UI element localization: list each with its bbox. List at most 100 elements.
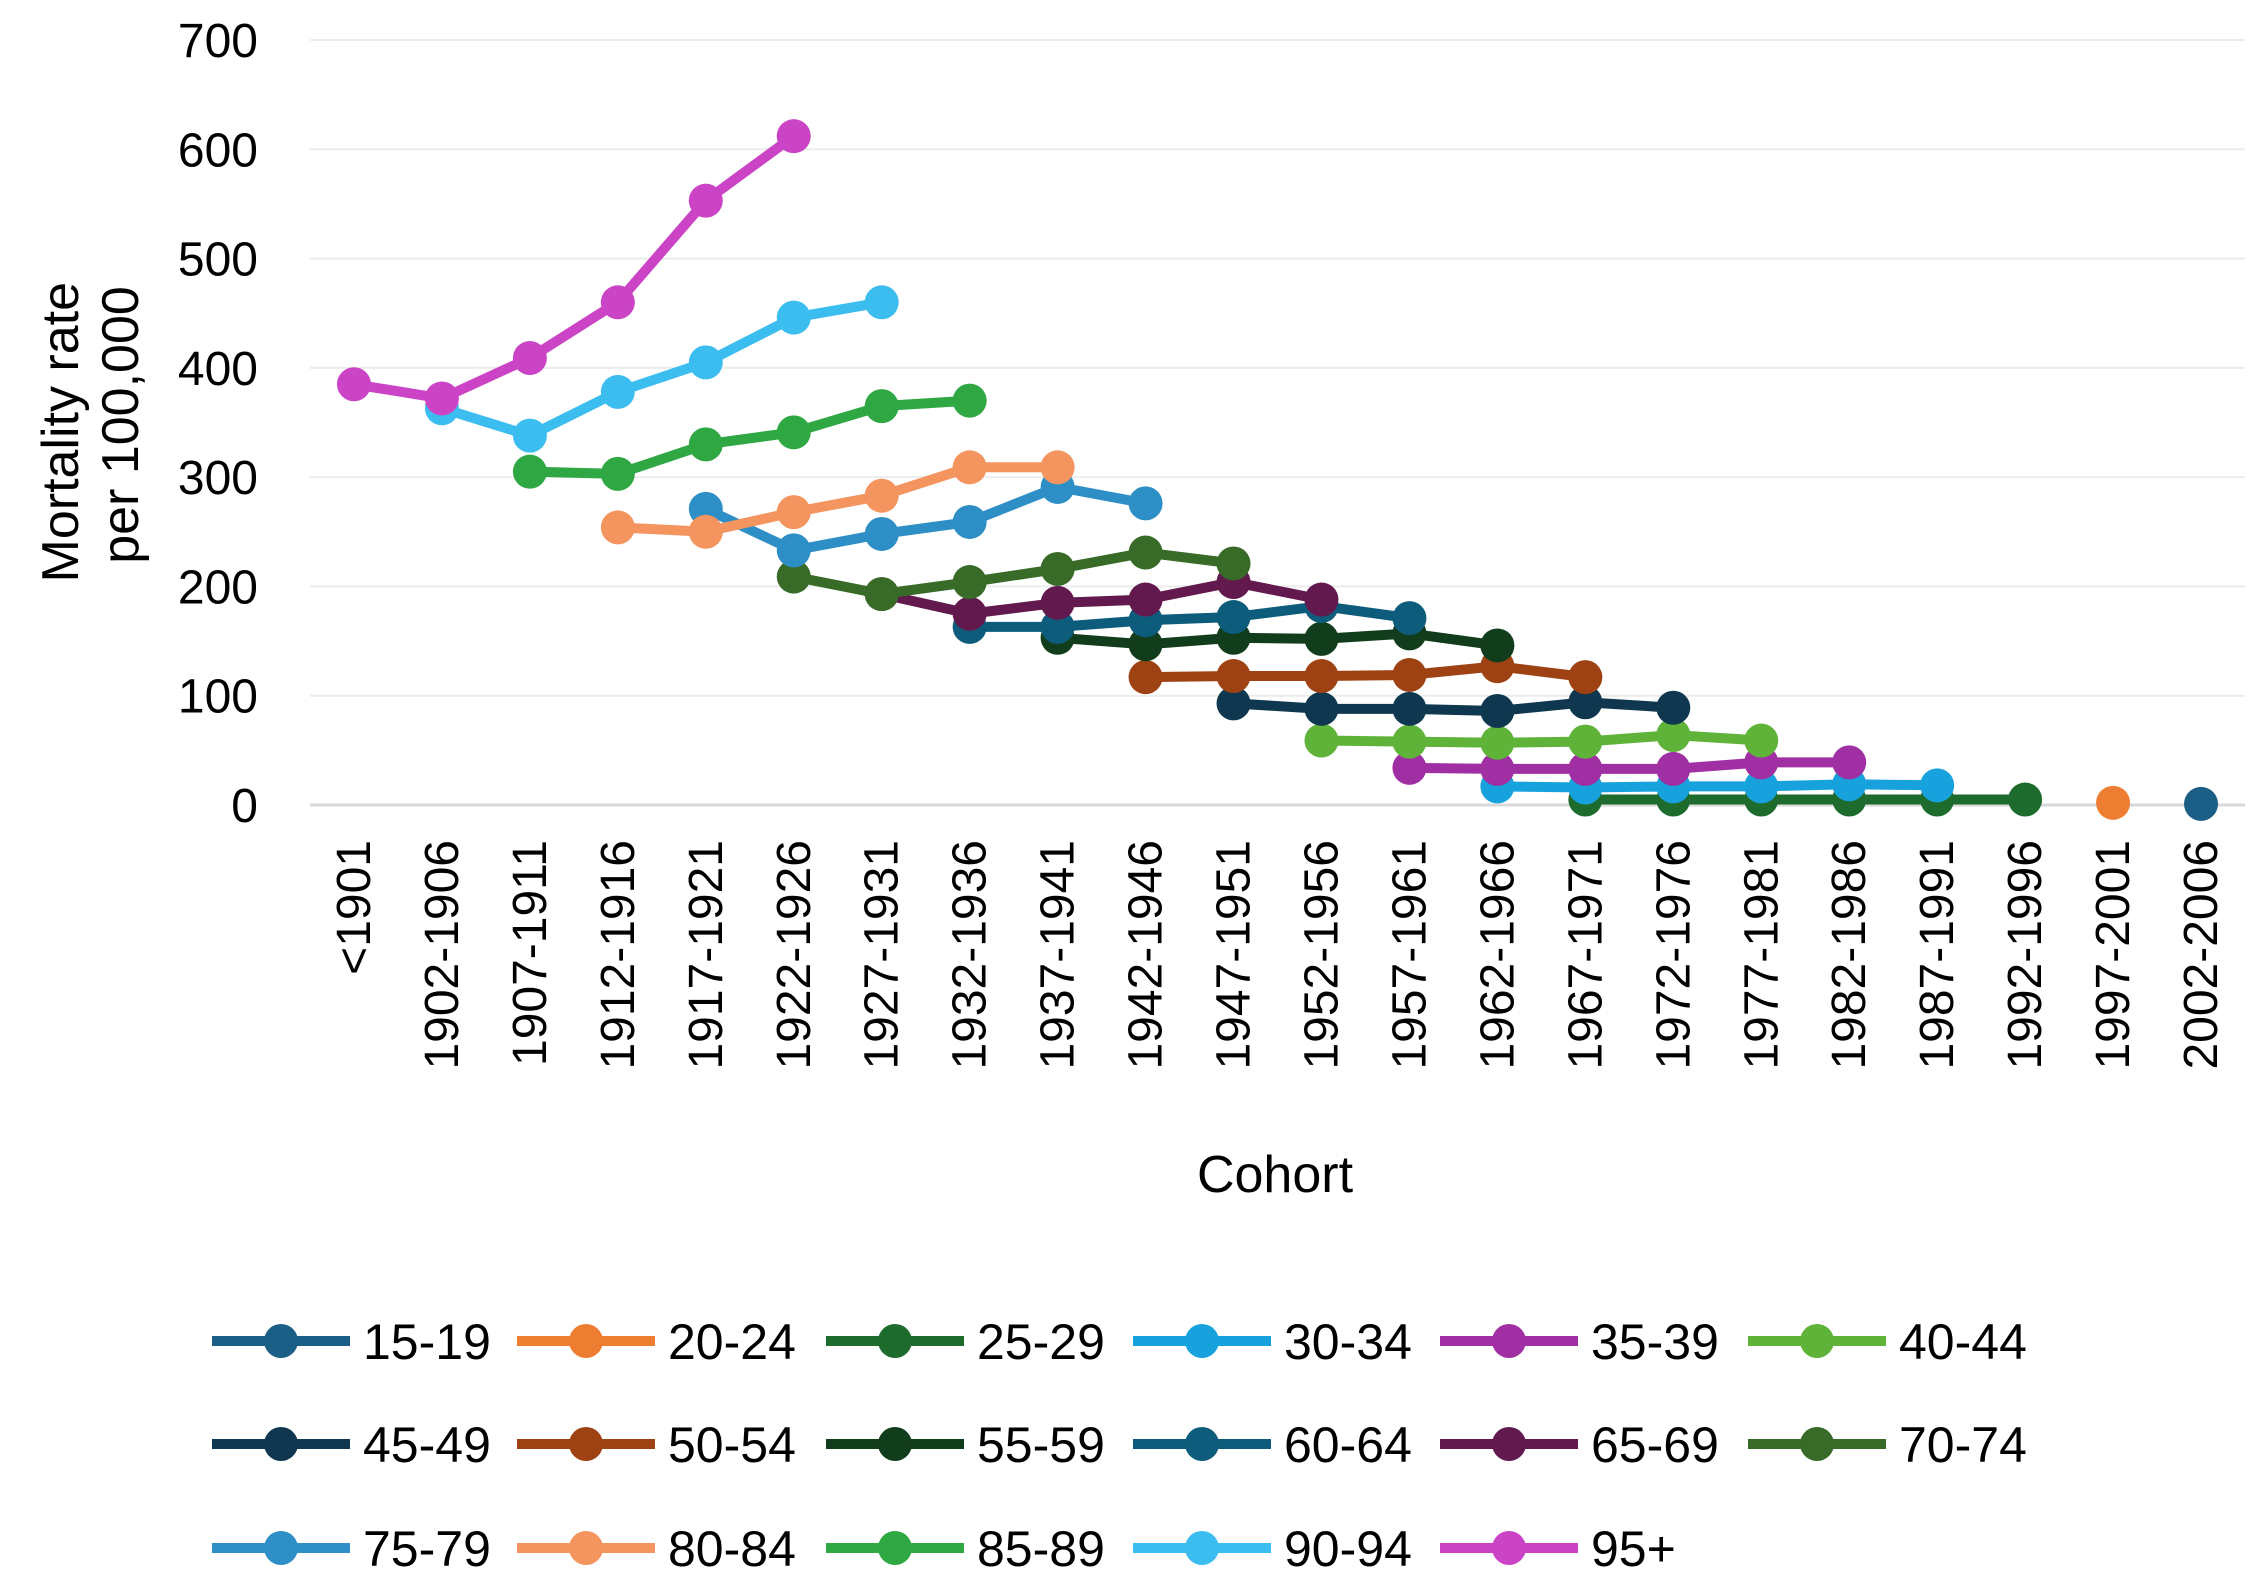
data-point bbox=[600, 456, 635, 491]
series-80-84 bbox=[600, 450, 1075, 549]
legend-item: 40-44 bbox=[1748, 1314, 2027, 1370]
data-point bbox=[1128, 486, 1163, 521]
series-45-49 bbox=[1216, 685, 1691, 729]
legend-swatch-marker bbox=[569, 1427, 603, 1461]
x-tick-label: 1997-2001 bbox=[2087, 840, 2140, 1070]
data-point bbox=[512, 341, 547, 376]
x-tick-label: 1962-1966 bbox=[1471, 840, 1524, 1070]
data-point bbox=[1128, 535, 1163, 570]
data-point bbox=[1304, 582, 1339, 617]
legend-swatch-marker bbox=[264, 1427, 298, 1461]
legend-label: 65-69 bbox=[1591, 1417, 1719, 1473]
data-point bbox=[1040, 585, 1075, 620]
x-tick-label: 1952-1956 bbox=[1295, 840, 1348, 1070]
series-line bbox=[1492, 779, 1943, 793]
data-point bbox=[336, 367, 371, 402]
x-tick-label: 1987-1991 bbox=[1911, 840, 1964, 1070]
data-point bbox=[1392, 691, 1427, 726]
data-point bbox=[1392, 601, 1427, 636]
legend-item: 65-69 bbox=[1440, 1417, 1719, 1473]
x-axis-title: Cohort bbox=[1197, 1146, 1354, 1204]
data-point bbox=[864, 389, 899, 424]
data-point bbox=[864, 478, 899, 513]
data-series bbox=[336, 119, 2219, 821]
legend-item: 80-84 bbox=[517, 1521, 796, 1577]
legend-item: 50-54 bbox=[517, 1417, 796, 1473]
data-point bbox=[864, 285, 899, 320]
data-point bbox=[952, 450, 987, 485]
y-tick-label: 200 bbox=[178, 561, 258, 614]
series-95+ bbox=[336, 119, 811, 416]
data-point bbox=[1744, 723, 1779, 758]
y-axis-ticks: 0 100 200 300 400 500 600 700 bbox=[178, 15, 258, 833]
legend-swatch-marker bbox=[264, 1531, 298, 1565]
series-75-79 bbox=[688, 469, 1163, 568]
data-point bbox=[1128, 582, 1163, 617]
x-tick-label: <1901 bbox=[328, 840, 381, 975]
x-tick-label: 1982-1986 bbox=[1823, 840, 1876, 1070]
legend-label: 90-94 bbox=[1284, 1521, 1412, 1577]
data-point bbox=[864, 577, 899, 612]
x-tick-label: 1957-1961 bbox=[1383, 840, 1436, 1070]
y-tick-label: 600 bbox=[178, 124, 258, 177]
series-line bbox=[1052, 628, 1503, 651]
series-70-74 bbox=[776, 535, 1251, 612]
data-point bbox=[1568, 685, 1603, 720]
legend-label: 80-84 bbox=[668, 1521, 796, 1577]
data-point bbox=[1392, 750, 1427, 785]
data-point bbox=[1040, 551, 1075, 586]
y-tick-label: 100 bbox=[178, 671, 258, 724]
series-40-44 bbox=[1304, 718, 1779, 760]
data-point bbox=[1480, 725, 1515, 760]
data-point bbox=[1304, 659, 1339, 694]
legend-item: 45-49 bbox=[212, 1417, 491, 1473]
x-tick-label: 1912-1916 bbox=[592, 840, 645, 1070]
data-point bbox=[1480, 751, 1515, 786]
data-point bbox=[600, 510, 635, 545]
legend-item: 15-19 bbox=[212, 1314, 491, 1370]
data-point bbox=[1040, 609, 1075, 644]
data-point bbox=[1392, 724, 1427, 759]
y-axis-title-line-2: per 100,000 bbox=[92, 286, 150, 564]
series-line bbox=[1316, 730, 1767, 748]
legend-swatch-marker bbox=[569, 1324, 603, 1358]
legend-swatch-marker bbox=[878, 1427, 912, 1461]
series-85-89 bbox=[512, 383, 987, 491]
data-point bbox=[688, 345, 723, 380]
data-point bbox=[776, 559, 811, 594]
legend-label: 85-89 bbox=[977, 1521, 1105, 1577]
data-point bbox=[424, 381, 459, 416]
legend-item: 90-94 bbox=[1133, 1521, 1412, 1577]
series-65-69 bbox=[864, 565, 1339, 631]
data-point bbox=[512, 454, 547, 489]
legend-label: 20-24 bbox=[668, 1314, 796, 1370]
data-point bbox=[1656, 718, 1691, 753]
legend-label: 40-44 bbox=[1899, 1314, 2027, 1370]
data-point bbox=[1040, 450, 1075, 485]
data-point bbox=[1480, 694, 1515, 729]
data-point bbox=[1128, 660, 1163, 695]
legend-item: 60-64 bbox=[1133, 1417, 1412, 1473]
data-point bbox=[1744, 769, 1779, 804]
legend-label: 75-79 bbox=[363, 1521, 491, 1577]
data-point bbox=[1920, 768, 1955, 803]
legend-item: 30-34 bbox=[1133, 1314, 1412, 1370]
data-point bbox=[1216, 600, 1251, 635]
legend-item: 55-59 bbox=[826, 1417, 1105, 1473]
data-point bbox=[512, 418, 547, 453]
legend-swatch-marker bbox=[1492, 1531, 1526, 1565]
data-point bbox=[1392, 657, 1427, 692]
data-point bbox=[1568, 660, 1603, 695]
legend-swatch-marker bbox=[1185, 1427, 1219, 1461]
x-tick-label: 1932-1936 bbox=[944, 840, 997, 1070]
x-tick-label: 1967-1971 bbox=[1559, 840, 1612, 1070]
y-tick-label: 300 bbox=[178, 452, 258, 505]
legend-swatch-marker bbox=[569, 1531, 603, 1565]
legend-label: 70-74 bbox=[1899, 1417, 2027, 1473]
legend-item: 35-39 bbox=[1440, 1314, 1719, 1370]
x-tick-label: 1972-1976 bbox=[1647, 840, 1700, 1070]
x-axis-ticks: <1901 1902-1906 1907-1911 1912-1916 1917-192… bbox=[328, 840, 2228, 1070]
data-point bbox=[1656, 751, 1691, 786]
legend-swatch-marker bbox=[1492, 1324, 1526, 1358]
data-point bbox=[600, 285, 635, 320]
